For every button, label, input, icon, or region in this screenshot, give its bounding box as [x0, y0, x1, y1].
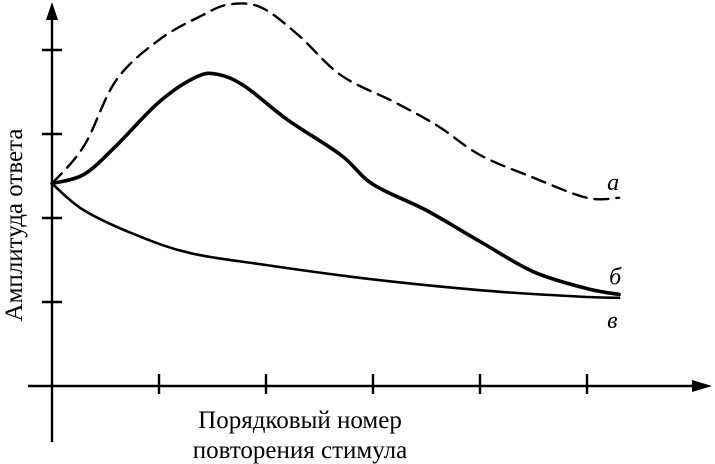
y-axis-label: Амплитуда ответа: [1, 129, 28, 322]
plot-axes: [28, 2, 712, 442]
axis-ticks: [42, 48, 589, 394]
y-axis-arrow: [46, 2, 58, 20]
series-line-b: [50, 71, 621, 297]
series-line-a: [50, 2, 621, 201]
series-line-v: [50, 182, 621, 300]
series-labels: а бв: [607, 170, 622, 334]
curves: [50, 2, 621, 300]
x-axis-arrow: [692, 380, 712, 392]
series-label-a: а: [607, 170, 619, 196]
series-label-b: б: [609, 264, 622, 290]
x-axis-label-line-2: повторения стимула: [193, 437, 407, 464]
x-axis-label-line-1: Порядковый номер: [198, 407, 402, 434]
series-label-v: в: [607, 308, 617, 334]
